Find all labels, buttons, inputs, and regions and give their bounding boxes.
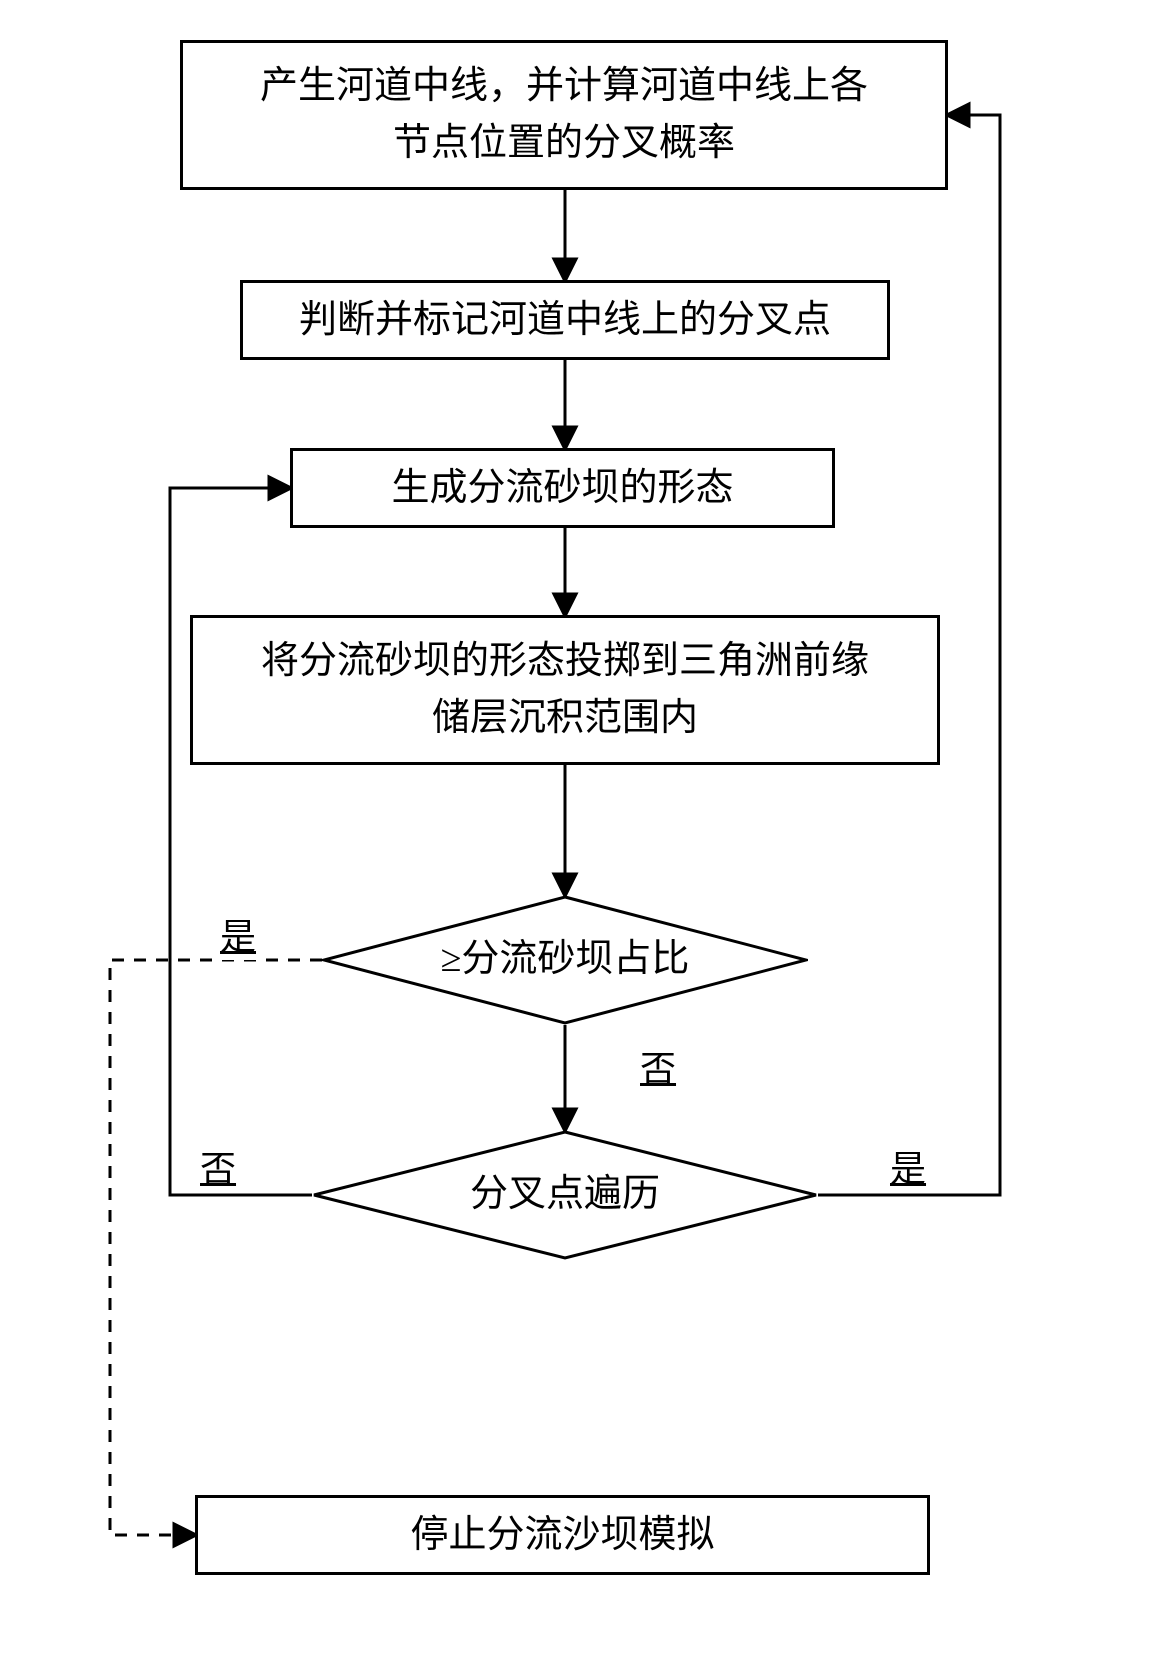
text: 判断并标记河道中线上的分叉点 bbox=[299, 292, 831, 349]
process-generate-centerline: 产生河道中线，并计算河道中线上各节点位置的分叉概率 bbox=[180, 40, 948, 190]
process-generate-sandbar-shape: 生成分流砂坝的形态 bbox=[290, 448, 835, 528]
decision-bifurcation-traversal: 分叉点遍历 bbox=[312, 1130, 818, 1260]
edge-d2-no-loop bbox=[170, 488, 312, 1195]
decision-sandbar-ratio: ≥分流砂坝占比 bbox=[322, 895, 808, 1025]
process-project-sandbar: 将分流砂坝的形态投掷到三角洲前缘储层沉积范围内 bbox=[190, 615, 940, 765]
connector-layer bbox=[0, 0, 1150, 1657]
label-d1-yes: 是 bbox=[220, 908, 256, 960]
text: 生成分流砂坝的形态 bbox=[391, 460, 733, 517]
edge-d1-yes-dash bbox=[110, 960, 322, 1535]
label-d2-no: 否 bbox=[200, 1140, 236, 1192]
text: ≥分流砂坝占比 bbox=[441, 933, 690, 986]
text: 将分流砂坝的形态投掷到三角洲前缘储层沉积范围内 bbox=[261, 633, 869, 747]
process-stop-simulation: 停止分流沙坝模拟 bbox=[195, 1495, 930, 1575]
label-d1-no: 否 bbox=[640, 1040, 676, 1092]
text: 停止分流沙坝模拟 bbox=[410, 1507, 714, 1564]
label-d2-yes: 是 bbox=[890, 1140, 926, 1192]
process-mark-bifurcation: 判断并标记河道中线上的分叉点 bbox=[240, 280, 890, 360]
text: 产生河道中线，并计算河道中线上各节点位置的分叉概率 bbox=[260, 58, 868, 172]
text: 分叉点遍历 bbox=[470, 1168, 660, 1221]
